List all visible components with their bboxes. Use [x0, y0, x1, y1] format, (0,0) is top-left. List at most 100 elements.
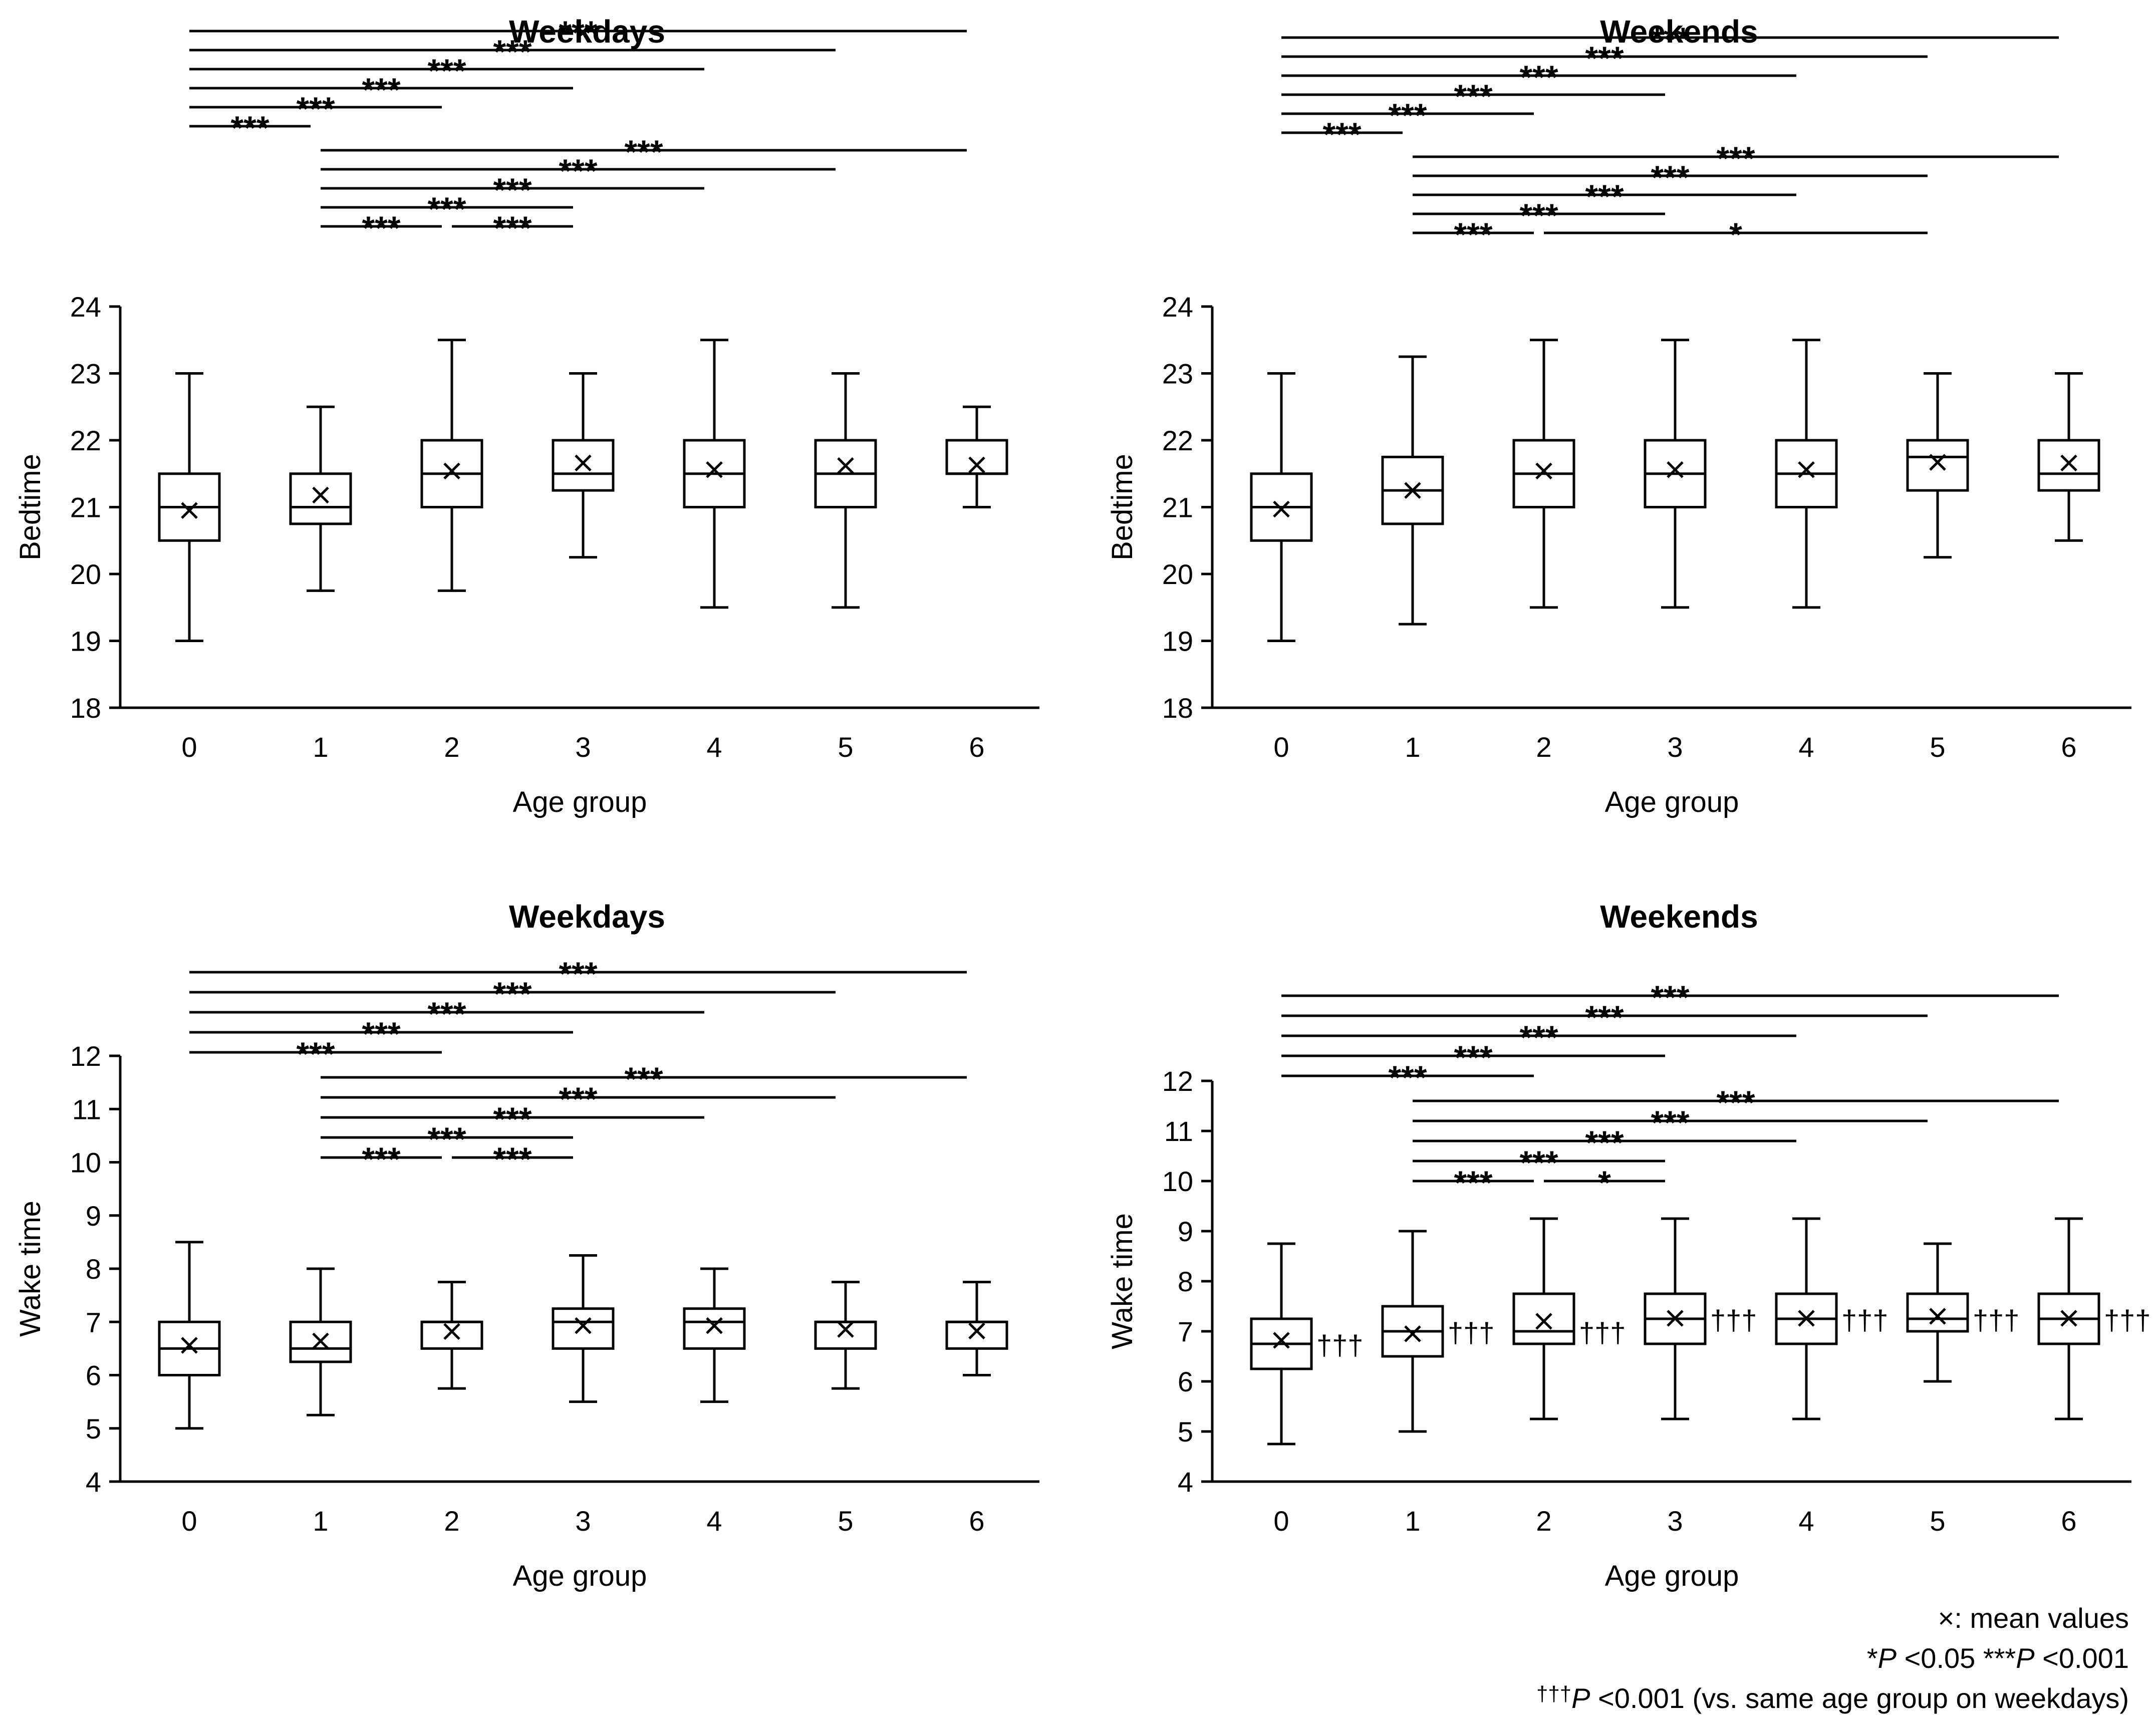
y-tick-label: 20 [1162, 558, 1193, 590]
mean-marker [575, 454, 592, 472]
x-axis-label: Age group [1605, 786, 1739, 818]
chart-title: Weekends [1600, 14, 1758, 50]
significance-stars: *** [493, 975, 531, 1012]
mean-x-stroke [2060, 1310, 2077, 1327]
significance-bar: *** [1413, 140, 2059, 177]
significance-stars: *** [427, 1120, 466, 1158]
significance-bar: *** [321, 1120, 573, 1158]
significance-stars: *** [1519, 1019, 1558, 1056]
mean-marker [968, 456, 985, 474]
significance-bar: *** [1281, 979, 2059, 1016]
mean-x-stroke [1667, 1310, 1684, 1327]
mean-x-stroke [312, 486, 329, 504]
significance-bar: *** [1413, 1084, 2059, 1121]
significance-stars: *** [493, 209, 531, 246]
mean-marker [1798, 1310, 1815, 1327]
dagger-marker: ††† [2104, 1304, 2150, 1336]
x-tick-label: 6 [2061, 1505, 2076, 1537]
x-tick-label: 1 [313, 731, 328, 763]
significance-stars: *** [1388, 1059, 1427, 1096]
box-group [814, 1281, 877, 1390]
y-tick-label: 21 [1162, 492, 1193, 523]
mean-x-stroke [1273, 1332, 1290, 1349]
significance-bar: *** [1413, 1124, 1796, 1161]
y-tick-label: 7 [1178, 1316, 1193, 1347]
mean-marker [312, 1332, 329, 1350]
x-tick-label: 2 [444, 1505, 459, 1537]
mean-marker [575, 1317, 592, 1334]
y-tick-label: 8 [86, 1253, 101, 1285]
mean-marker [2060, 1310, 2077, 1327]
iqr-box [552, 439, 615, 492]
significance-stars: *** [1519, 197, 1558, 234]
y-tick-label: 10 [70, 1147, 101, 1179]
x-tick-label: 2 [444, 731, 459, 763]
x-tick-label: 5 [1930, 1505, 1945, 1537]
mean-marker [1273, 1332, 1290, 1349]
iqr-box [945, 1320, 1008, 1350]
mean-x-stroke [1404, 1325, 1421, 1342]
y-tick-label: 8 [1178, 1266, 1193, 1297]
y-tick-label: 21 [70, 492, 101, 523]
significance-bar: *** [189, 33, 836, 70]
significance-bar: *** [1281, 40, 1928, 77]
significance-stars: *** [624, 133, 663, 170]
iqr-box [683, 1307, 746, 1350]
mean-marker [1273, 500, 1290, 518]
significance-bar: *** [189, 71, 573, 108]
significance-stars: *** [1454, 78, 1492, 115]
mean-marker [706, 1317, 723, 1334]
significance-bar: * [1544, 216, 1928, 253]
y-tick-label: 6 [86, 1360, 101, 1391]
significance-stars: *** [362, 1015, 400, 1052]
significance-bar: *** [1413, 178, 1796, 215]
x-tick-label: 0 [181, 731, 197, 763]
significance-stars: *** [1519, 1144, 1558, 1181]
significance-stars: *** [1585, 999, 1624, 1036]
y-tick-label: 5 [1178, 1416, 1193, 1448]
dagger-marker: ††† [1973, 1304, 2019, 1336]
significance-bar: *** [321, 190, 573, 227]
x-tick-label: 5 [838, 731, 853, 763]
significance-stars: *** [230, 109, 269, 146]
x-tick-label: 3 [575, 731, 591, 763]
x-tick-label: 3 [575, 1505, 591, 1537]
significance-stars: *** [559, 1080, 597, 1117]
y-tick-label: 23 [70, 358, 101, 390]
significance-stars: *** [427, 190, 466, 227]
significance-bar: *** [1281, 59, 1796, 96]
significance-stars: * [1729, 216, 1742, 253]
dagger-marker: ††† [1841, 1304, 1888, 1336]
y-tick-label: 11 [1164, 1115, 1193, 1147]
box-group [945, 405, 1008, 508]
significance-stars: *** [1454, 1164, 1492, 1201]
x-tick-label: 4 [1798, 731, 1814, 763]
mean-marker [1667, 1310, 1684, 1327]
significance-bar: *** [1413, 197, 1665, 234]
y-tick-label: 23 [1162, 358, 1193, 390]
significance-stars: *** [1454, 1039, 1492, 1076]
mean-marker [1929, 1308, 1946, 1325]
y-tick-label: 10 [1162, 1166, 1193, 1197]
y-tick-label: 9 [1178, 1216, 1193, 1247]
y-tick-label: 19 [1162, 626, 1193, 657]
significance-stars: *** [1585, 178, 1624, 215]
significance-bar: *** [1281, 999, 1928, 1036]
significance-bar: *** [1281, 1059, 1534, 1096]
iqr-box [552, 1307, 615, 1350]
significance-bar: *** [1281, 97, 1534, 134]
significance-stars: *** [1651, 159, 1689, 196]
mean-x-stroke [706, 461, 723, 478]
significance-stars: *** [1651, 1104, 1689, 1141]
x-tick-label: 1 [1405, 1505, 1420, 1537]
mean-marker [837, 457, 854, 474]
legend-mean-symbol: × [1938, 1602, 1955, 1634]
significance-bar: *** [1281, 21, 2059, 58]
box-group [1644, 339, 1707, 609]
significance-stars: *** [493, 33, 531, 70]
significance-stars: *** [362, 209, 400, 246]
significance-bar: *** [189, 1015, 573, 1052]
significance-stars: *** [559, 14, 597, 51]
x-tick-label: 4 [706, 1505, 722, 1537]
